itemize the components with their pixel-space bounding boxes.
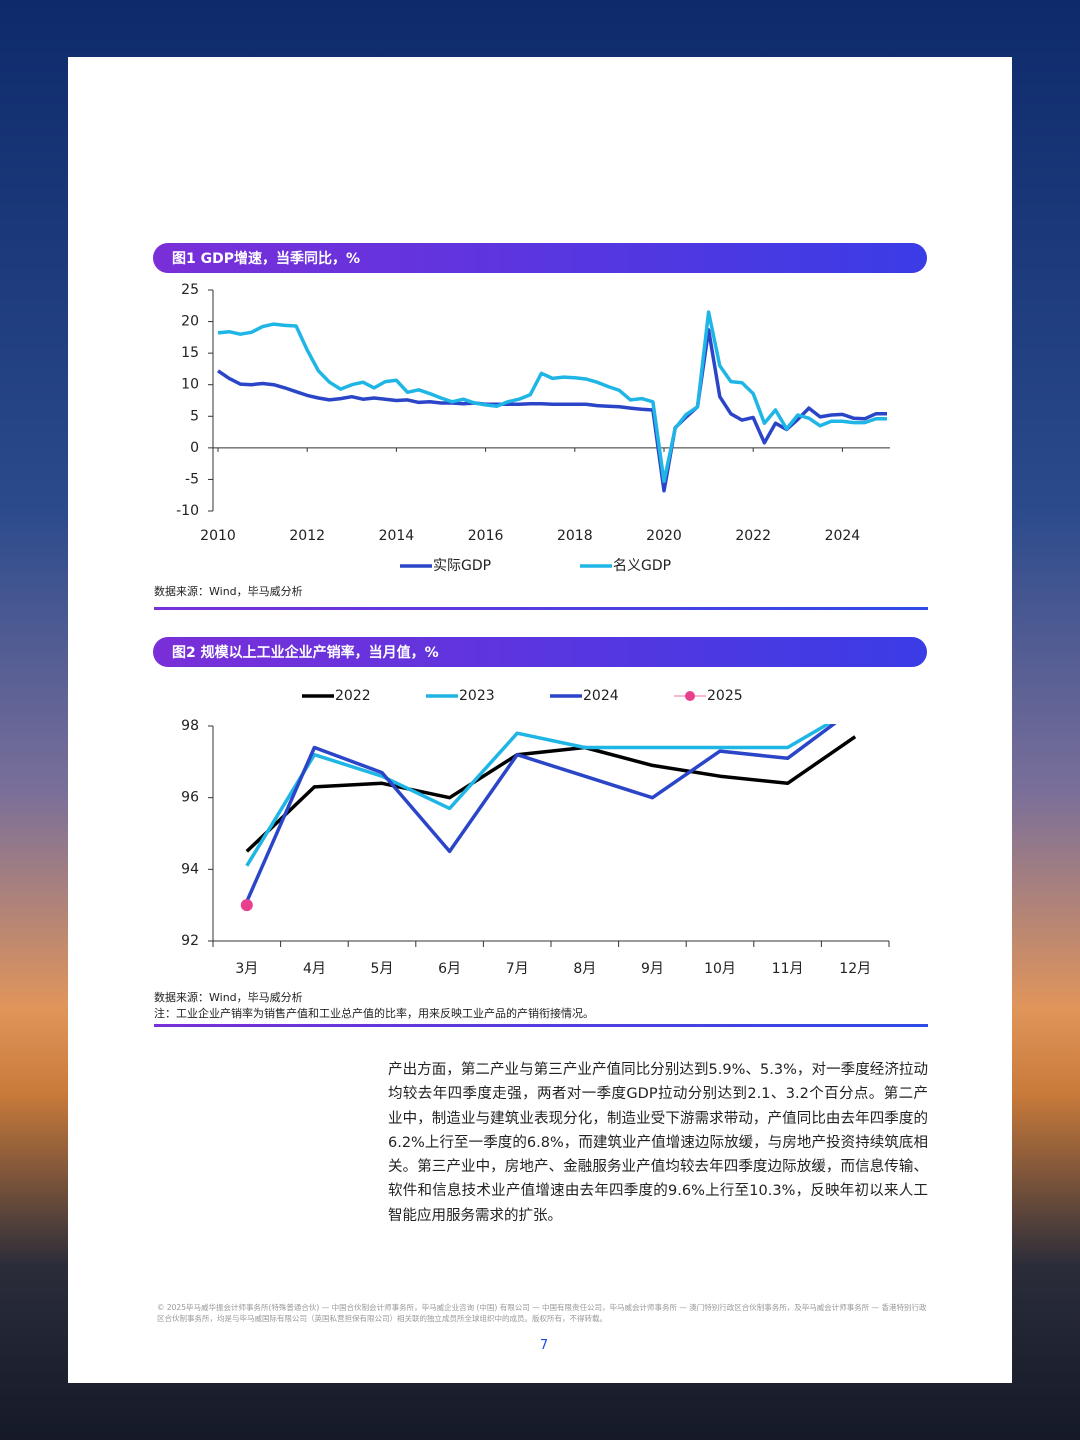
x-tick-label: 2022 [735, 528, 771, 544]
x-tick-label: 9月 [641, 961, 664, 977]
chart-source: 数据来源：Wind，毕马威分析 [154, 990, 303, 1004]
footer-copyright: © 2025毕马威华振会计师事务所(特殊普通合伙) — 中国合伙制会计师事务所，… [157, 1303, 927, 1323]
x-tick-label: 2010 [200, 528, 236, 544]
y-tick-label: 15 [181, 345, 199, 361]
plot-area [217, 310, 887, 493]
x-tick-label: 7月 [506, 961, 529, 977]
legend-label: 2024 [583, 688, 619, 704]
y-tick-label: -5 [185, 471, 199, 487]
x-tick-label: 11月 [772, 961, 804, 977]
y-tick-label: 98 [181, 718, 199, 734]
legend-label: 2025 [707, 688, 743, 704]
x-tick-label: 2012 [289, 528, 325, 544]
x-tick-label: 2024 [825, 528, 861, 544]
series-line [217, 328, 887, 493]
body-paragraph: 产出方面，第二产业与第三产业产值同比分别达到5.9%、5.3%，对一季度经济拉动… [388, 1062, 928, 1224]
series-line [245, 724, 832, 867]
chart-note: 注：工业企业产销率为销售产值和工业总产值的比率，用来反映工业产品的产销衔接情况。 [154, 1006, 594, 1020]
x-tick-label: 8月 [573, 961, 596, 977]
plot-area [240, 724, 857, 912]
legend-label: 实际GDP [433, 558, 491, 574]
x-tick-label: 6月 [438, 961, 461, 977]
y-tick-label: 96 [181, 790, 199, 806]
chart-title: 图1 GDP增速，当季同比，% [172, 250, 360, 267]
x-tick-label: 3月 [235, 961, 258, 977]
y-tick-label: 5 [190, 408, 199, 424]
series-line [245, 735, 857, 853]
separator-rule [154, 607, 928, 610]
x-tick-label: 2018 [557, 528, 593, 544]
page-number: 7 [539, 1338, 549, 1353]
x-tick-label: 10月 [704, 961, 736, 977]
legend-label: 2022 [335, 688, 371, 704]
chart-source: 数据来源：Wind，毕马威分析 [154, 584, 303, 598]
y-tick-label: -10 [176, 503, 199, 519]
legend-label: 名义GDP [613, 558, 671, 574]
legend-marker [685, 691, 695, 701]
chart-title: 图2 规模以上工业企业产销率，当月值，% [172, 644, 439, 661]
title-bar [153, 637, 927, 667]
x-tick-label: 2014 [379, 528, 415, 544]
title-bar [153, 243, 927, 273]
series-line [217, 310, 887, 484]
y-tick-label: 0 [190, 440, 199, 456]
x-tick-label: 2020 [646, 528, 682, 544]
y-tick-label: 92 [181, 933, 199, 949]
x-tick-label: 5月 [371, 961, 394, 977]
legend-label: 2023 [459, 688, 495, 704]
y-tick-label: 25 [181, 282, 199, 298]
x-tick-label: 4月 [303, 961, 326, 977]
separator-rule [154, 1024, 928, 1027]
document-page [68, 57, 1012, 1383]
y-tick-label: 20 [181, 314, 199, 330]
y-tick-label: 94 [181, 861, 199, 877]
x-tick-label: 12月 [839, 961, 871, 977]
series-point [240, 899, 253, 912]
x-tick-label: 2016 [468, 528, 504, 544]
series-line [245, 724, 837, 903]
y-tick-label: 10 [181, 377, 199, 393]
